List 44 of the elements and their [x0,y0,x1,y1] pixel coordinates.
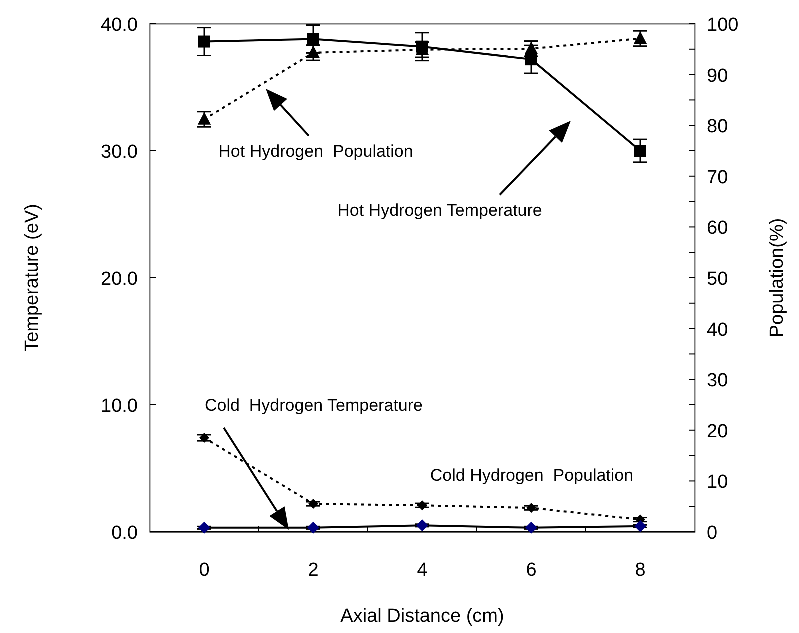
y2-tick-label: 10 [707,472,728,494]
point [198,112,212,125]
y-tick-label: 40.0 [101,15,138,36]
point [634,520,646,532]
y-tick-label: 20.0 [101,269,138,290]
y2-tick-label: 60 [707,218,728,240]
point [526,522,538,534]
annotation: Cold Hydrogen Temperature [205,396,423,415]
y-tick-label: 10.0 [101,396,138,417]
point [308,522,320,534]
y2-tick-label: 20 [707,421,728,442]
x-axis-title: Axial Distance (cm) [340,606,504,627]
y2-tick-label: 50 [707,269,728,290]
y2-axis-title: Population(%) [767,218,788,338]
x-tick-label: 6 [526,560,537,581]
point [416,520,428,532]
point [634,145,646,157]
point [308,33,320,46]
x-tick-label: 0 [199,560,210,581]
annotation: Hot Hydrogen Temperature [338,201,542,220]
annotation: Hot Hydrogen Population [218,142,414,161]
x-tick-label: 8 [635,560,646,581]
y2-tick-label: 40 [707,320,728,341]
y2-tick-label: 100 [707,15,739,36]
point [526,503,536,514]
y2-tick-label: 30 [707,370,728,392]
y-tick-label: 0.0 [112,523,138,544]
point [200,433,210,444]
point [198,522,210,534]
point [416,40,428,53]
y2-tick-label: 70 [707,167,728,188]
point [198,36,210,48]
point [418,500,428,511]
y-axis-title: Temperature (eV) [22,204,43,352]
annotation: Cold Hydrogen Population [430,466,634,485]
y2-tick-label: 90 [707,66,728,87]
x-tick-label: 4 [417,560,428,581]
y2-tick-label: 80 [707,116,728,138]
point [308,499,318,510]
x-tick-label: 2 [308,560,319,581]
y2-tick-label: 0 [707,523,718,544]
point [526,54,538,66]
y-tick-label: 30.0 [101,142,138,163]
point [634,32,648,44]
